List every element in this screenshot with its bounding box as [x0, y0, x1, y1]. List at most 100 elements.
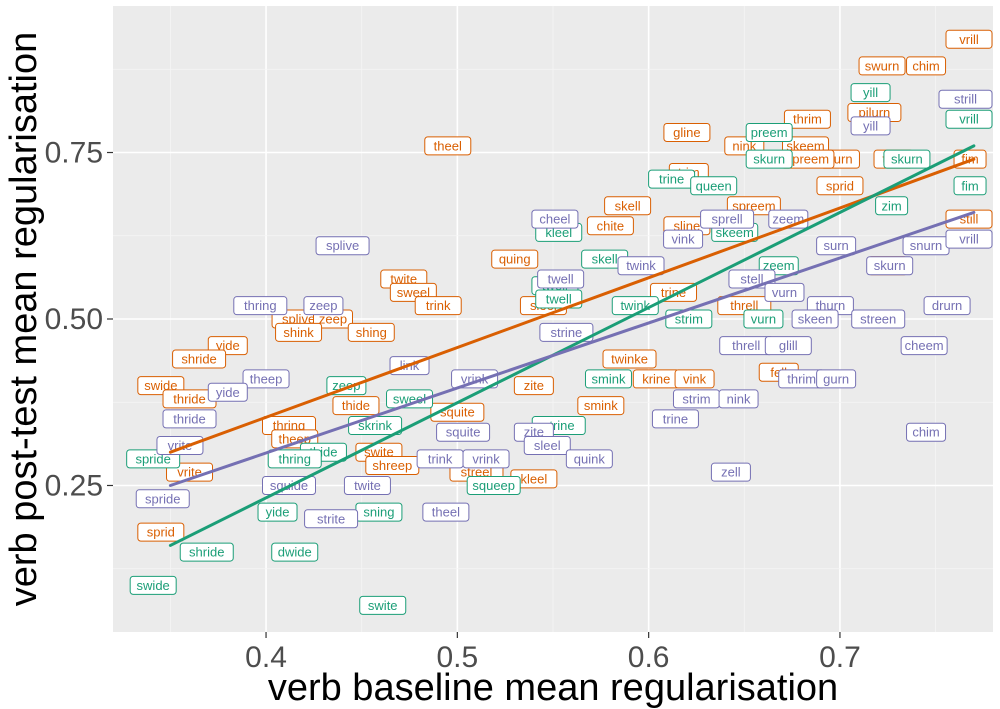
x-axis-title: verb baseline mean regularisation	[268, 667, 838, 709]
data-point: zite	[513, 376, 554, 396]
point-label: trine	[663, 411, 688, 426]
point-label-box	[945, 229, 993, 249]
point-label: sprid	[147, 525, 175, 540]
data-point: sleel	[523, 436, 571, 456]
data-point: quing	[491, 249, 539, 269]
point-label-box	[359, 595, 407, 615]
point-label: smink	[584, 398, 618, 413]
data-point: swite	[359, 595, 407, 615]
data-point: strine	[539, 322, 594, 342]
point-label: skrink	[358, 418, 392, 433]
point-label-box	[851, 309, 906, 329]
point-label-box	[386, 389, 434, 409]
data-point: thring	[233, 296, 288, 316]
point-label: shreep	[372, 458, 412, 473]
point-label-box	[491, 249, 539, 269]
data-point: skurn	[866, 256, 914, 276]
data-point: trink	[416, 449, 464, 469]
point-label-box	[875, 196, 909, 216]
data-point: twell	[535, 289, 583, 309]
data-point: sprell	[700, 209, 755, 229]
point-label-box	[267, 449, 322, 469]
point-label: vrill	[959, 232, 979, 247]
point-label-box	[207, 382, 248, 402]
point-label: vurn	[751, 312, 776, 327]
point-label: gline	[673, 125, 700, 140]
data-point: streen	[851, 309, 906, 329]
point-label: theel	[434, 138, 462, 153]
data-point: swurn	[858, 56, 906, 76]
data-point: zeep	[303, 296, 344, 316]
point-label: chim	[912, 425, 939, 440]
point-label-box	[764, 282, 805, 302]
point-label-box	[586, 216, 634, 236]
data-point: quink	[565, 449, 613, 469]
point-label: theep	[250, 371, 283, 386]
point-label: vrill	[959, 112, 979, 127]
point-label-box	[565, 449, 613, 469]
point-label: spreem	[732, 198, 775, 213]
x-axis: 0.4 0.5 0.6 0.7	[245, 632, 861, 674]
point-label-box	[531, 209, 579, 229]
point-label-box	[816, 176, 864, 196]
point-label: swite	[364, 445, 394, 460]
point-label-box	[271, 542, 319, 562]
data-point: yide	[257, 502, 298, 522]
point-label: stell	[740, 272, 763, 287]
data-point: skrink	[348, 416, 403, 436]
point-label: squeep	[472, 478, 515, 493]
point-label-box	[422, 502, 470, 522]
data-point: surn	[816, 236, 857, 256]
point-label-box	[135, 489, 190, 509]
point-label: gurn	[823, 371, 849, 386]
data-point: smink	[577, 396, 625, 416]
point-label: spride	[135, 451, 170, 466]
data-point: strim	[665, 309, 713, 329]
data-point: shink	[275, 322, 323, 342]
point-label-box	[535, 289, 583, 309]
point-label: cheel	[539, 212, 570, 227]
point-label: shride	[181, 351, 216, 366]
point-label: spride	[145, 491, 180, 506]
trend-line-orange	[168, 157, 976, 454]
point-label: sprid	[826, 178, 854, 193]
data-point: nink	[718, 389, 759, 409]
data-point: swide	[129, 575, 177, 595]
point-label: skell	[615, 198, 641, 213]
point-label: preem	[751, 125, 788, 140]
point-label-box	[938, 89, 993, 109]
y-tick-label: 0.75	[45, 137, 103, 170]
point-label-box	[451, 369, 499, 389]
point-label: surn	[823, 238, 848, 253]
point-label-box	[945, 29, 993, 49]
point-label: krine	[642, 371, 670, 386]
data-point: theep	[271, 429, 319, 449]
data-point: drurn	[923, 296, 971, 316]
point-label-box	[539, 322, 594, 342]
point-label: sleel	[534, 438, 561, 453]
point-label-box	[883, 149, 931, 169]
point-label: trink	[426, 298, 451, 313]
data-point: skell	[581, 249, 629, 269]
point-label-box	[866, 256, 914, 276]
point-label-box	[257, 502, 298, 522]
point-label: vrink	[461, 371, 489, 386]
point-label-box	[304, 509, 359, 529]
point-label-box	[945, 209, 993, 229]
point-label: skurn	[753, 152, 785, 167]
point-label-box	[953, 176, 987, 196]
point-label-box	[602, 349, 657, 369]
point-label: theep	[278, 431, 311, 446]
point-label: theel	[432, 505, 460, 520]
point-label: strine	[550, 325, 582, 340]
point-label: vrill	[959, 32, 979, 47]
point-label-box	[700, 209, 755, 229]
data-point: strite	[304, 509, 359, 529]
data-point: theel	[422, 502, 470, 522]
data-point: skell	[604, 196, 652, 216]
point-label-box	[858, 56, 906, 76]
point-label-box	[663, 229, 704, 249]
point-label-box	[162, 409, 217, 429]
data-point: shing	[347, 322, 395, 342]
